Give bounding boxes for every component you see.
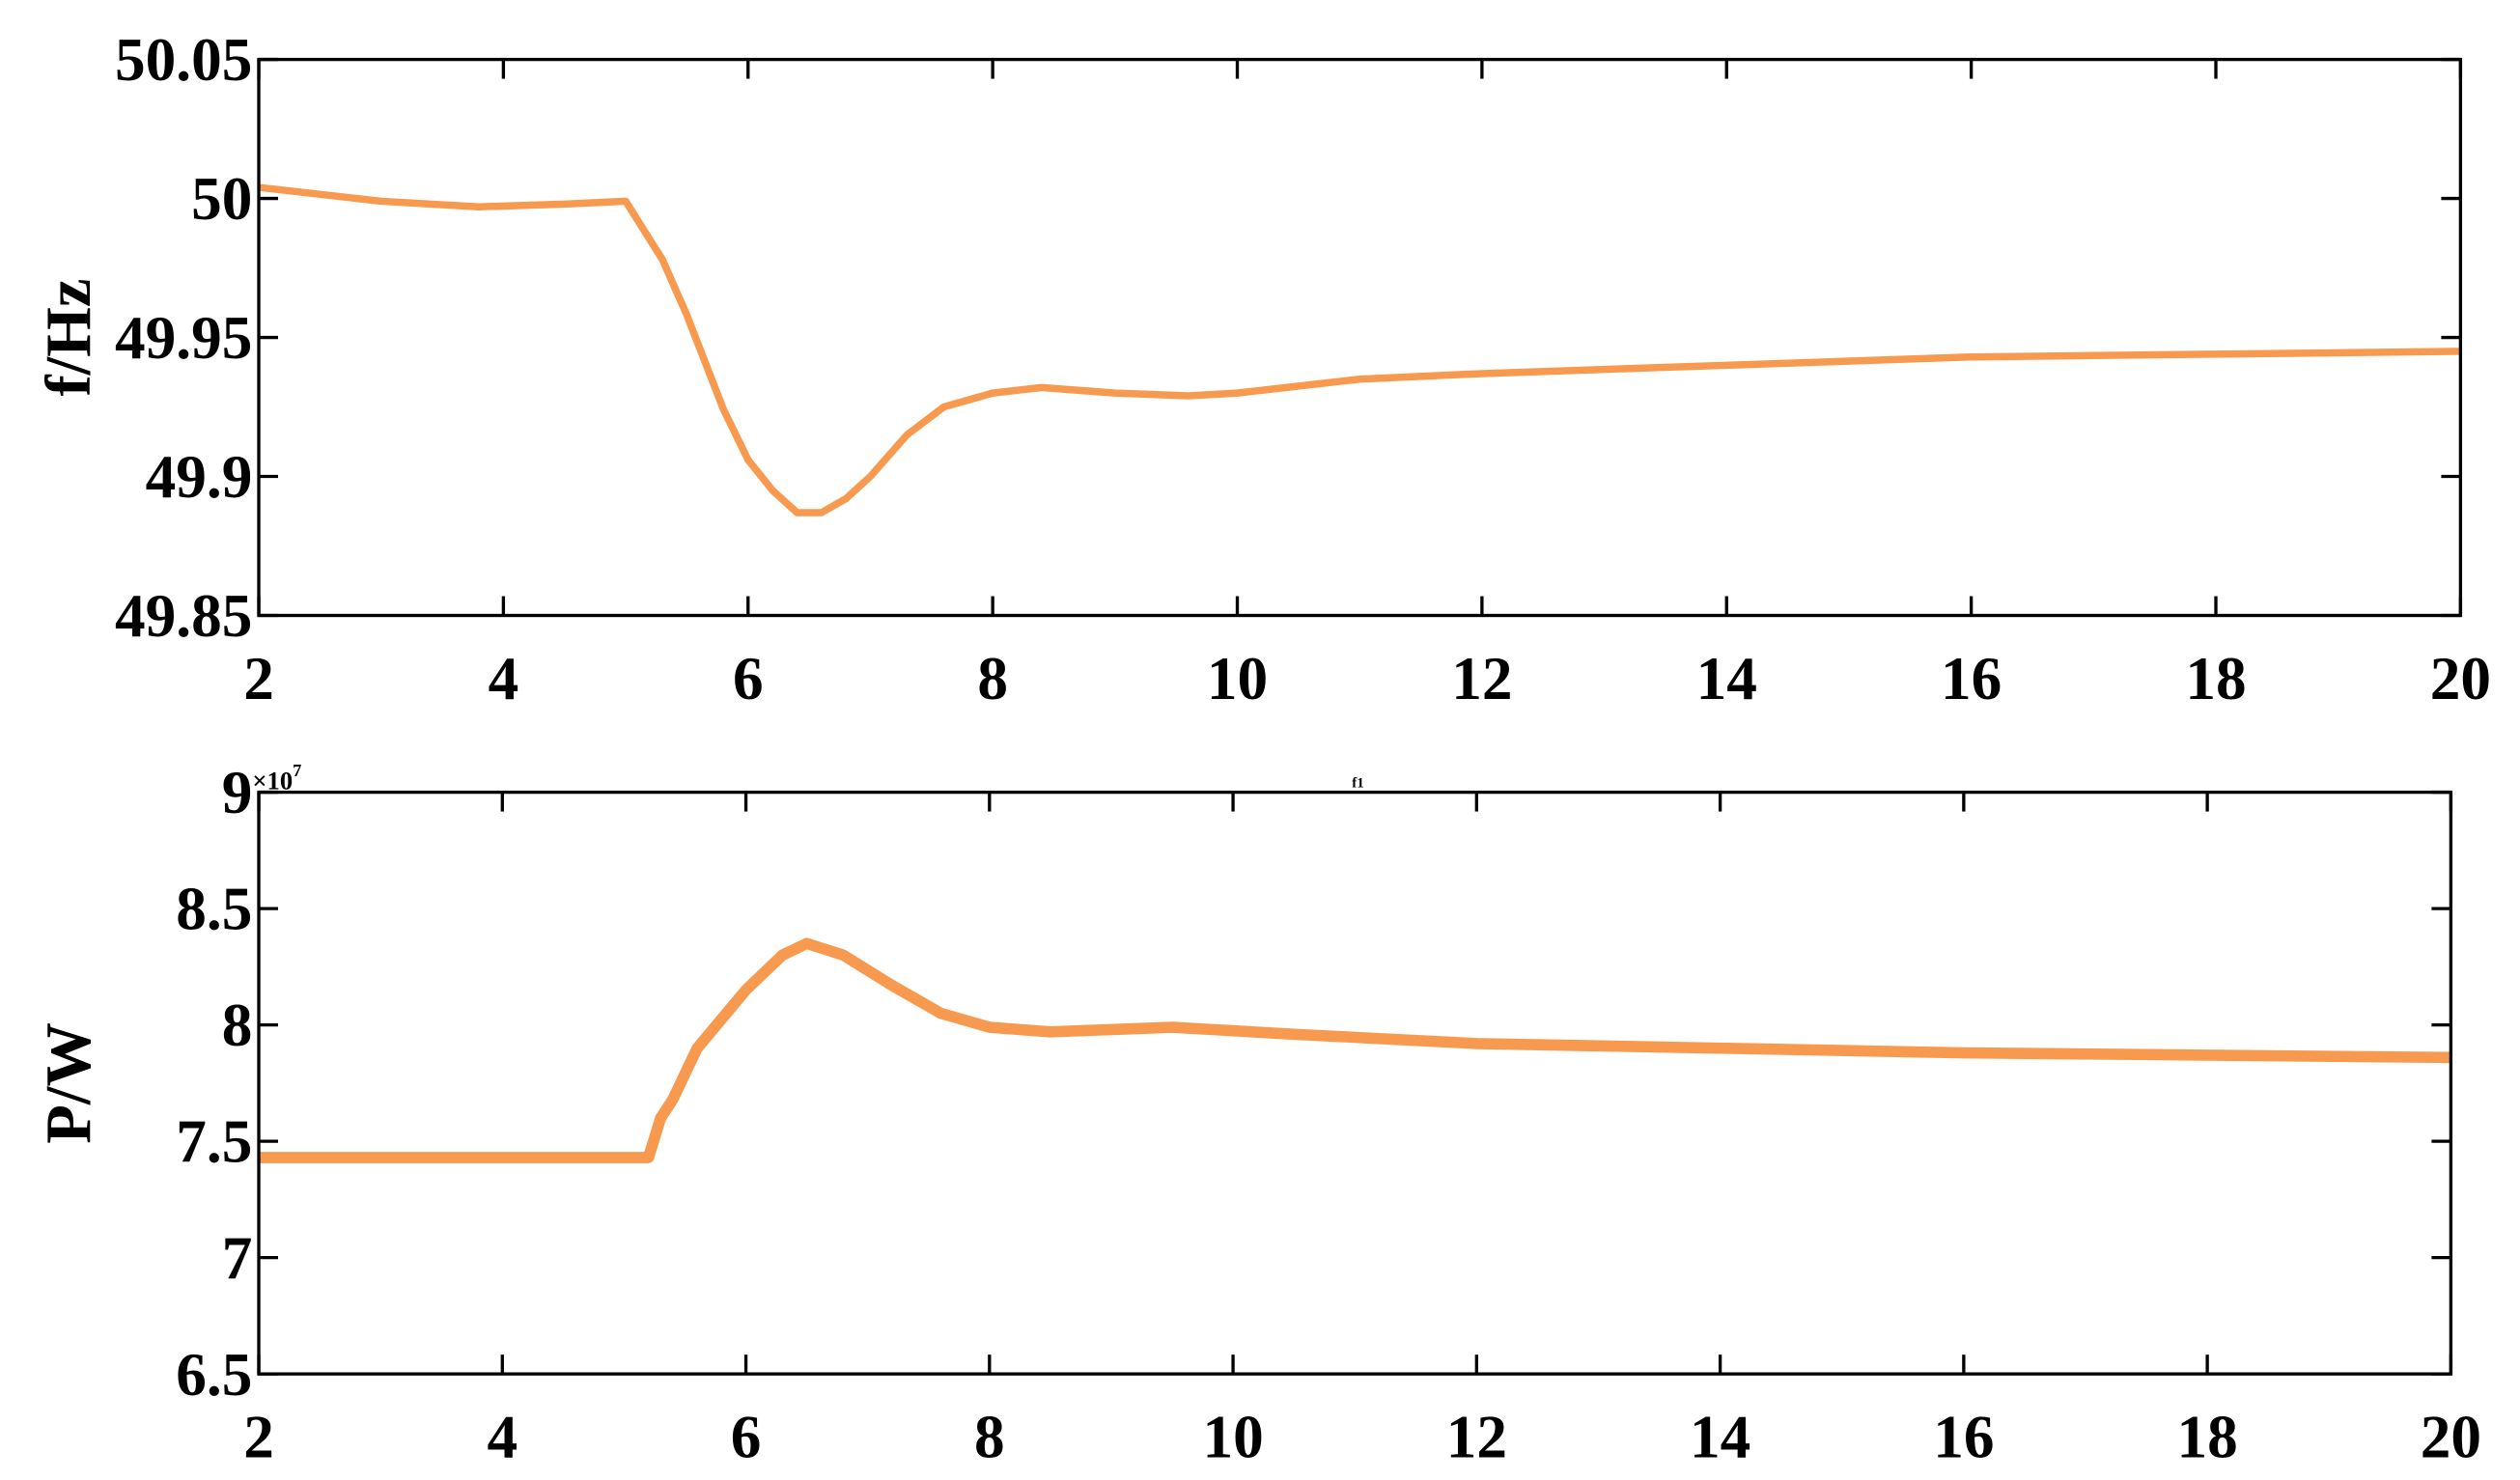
- y-tick-label: 49.85: [115, 582, 252, 650]
- y-tick-label: 50.05: [115, 26, 252, 94]
- plot-frame: [257, 790, 2453, 1376]
- plot-frame: [257, 57, 2463, 618]
- x-tick-label: 2: [243, 645, 274, 712]
- y-tick-label: 6.5: [176, 1341, 252, 1409]
- y-tick-label: 7.5: [176, 1108, 252, 1176]
- y-multiplier: ×107: [252, 761, 301, 795]
- x-tick-label: 18: [2177, 1404, 2238, 1471]
- y-tick-label: 49.9: [146, 443, 253, 511]
- y-tick-label: 8: [222, 991, 253, 1059]
- x-tick-label: 8: [977, 645, 1008, 712]
- data-line: [258, 183, 2461, 517]
- annotation: f1: [1352, 776, 1363, 792]
- x-tick-label: 18: [2185, 645, 2246, 712]
- x-tick-label: 6: [731, 1404, 762, 1471]
- x-tick-label: 6: [733, 645, 764, 712]
- y-tick-label: 9: [222, 759, 253, 826]
- y-multiplier-exponent: 7: [293, 761, 301, 780]
- y-axis-label: f/Hz: [34, 279, 104, 397]
- x-tick-label: 14: [1690, 1404, 1750, 1471]
- x-tick-label: 8: [974, 1404, 1005, 1471]
- y-multiplier-base: ×10: [252, 766, 293, 795]
- y-tick-label: 8.5: [176, 876, 252, 943]
- x-tick-label: 20: [2421, 1404, 2481, 1471]
- data-line: [259, 937, 2451, 1163]
- y-tick-label: 7: [222, 1224, 253, 1292]
- x-tick-label: 4: [489, 645, 519, 712]
- x-tick-label: 12: [1451, 645, 1512, 712]
- x-tick-label: 16: [1933, 1404, 1994, 1471]
- y-tick-label: 49.95: [115, 304, 252, 372]
- x-tick-label: 4: [487, 1404, 518, 1471]
- x-tick-label: 10: [1202, 1404, 1263, 1471]
- x-tick-label: 14: [1696, 645, 1757, 712]
- x-tick-label: 12: [1446, 1404, 1507, 1471]
- x-tick-label: 10: [1207, 645, 1268, 712]
- y-tick-label: 50: [191, 165, 252, 233]
- x-tick-label: 16: [1941, 645, 2002, 712]
- y-axis-label: P/W: [34, 1022, 104, 1144]
- x-tick-label: 2: [243, 1404, 274, 1471]
- x-tick-label: 20: [2430, 645, 2491, 712]
